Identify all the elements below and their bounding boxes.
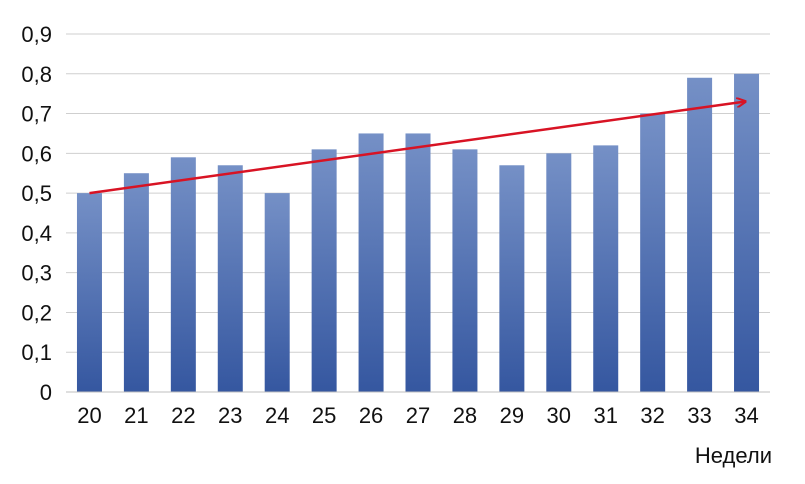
x-tick-label: 20 (77, 403, 101, 428)
y-tick-label: 0,8 (21, 62, 52, 87)
x-tick-label: 29 (500, 403, 524, 428)
bar-week-32 (640, 113, 666, 393)
x-tick-label: 27 (406, 403, 430, 428)
y-tick-label: 0,1 (21, 340, 52, 365)
y-tick-label: 0,4 (21, 221, 52, 246)
y-tick-label: 0 (40, 380, 52, 405)
y-tick-label: 0,6 (21, 141, 52, 166)
bar-week-29 (499, 165, 525, 392)
bar-week-21 (123, 173, 149, 392)
x-tick-label: 31 (593, 403, 617, 428)
y-tick-label: 0,5 (21, 181, 52, 206)
x-tick-label: 24 (265, 403, 289, 428)
x-axis-label: Недели (695, 443, 772, 468)
bar-week-24 (264, 193, 290, 392)
bars (76, 73, 760, 393)
bar-week-31 (593, 145, 619, 392)
y-tick-label: 0,7 (21, 102, 52, 127)
y-axis-ticks: 0 0,1 0,2 0,3 0,4 0,5 0,6 0,7 0,8 0,9 (21, 22, 52, 405)
x-tick-label: 23 (218, 403, 242, 428)
x-tick-label: 21 (124, 403, 148, 428)
x-tick-label: 30 (547, 403, 571, 428)
x-tick-label: 28 (453, 403, 477, 428)
y-tick-label: 0,3 (21, 261, 52, 286)
bar-week-22 (170, 157, 196, 392)
bar-week-27 (405, 133, 431, 392)
x-tick-label: 25 (312, 403, 336, 428)
y-tick-label: 0,2 (21, 300, 52, 325)
bar-week-26 (358, 133, 384, 392)
bar-week-33 (687, 77, 713, 392)
y-tick-label: 0,9 (21, 22, 52, 47)
bar-week-20 (76, 193, 102, 392)
x-tick-label: 33 (687, 403, 711, 428)
x-tick-label: 32 (640, 403, 664, 428)
bar-week-25 (311, 149, 337, 392)
bar-week-28 (452, 149, 478, 392)
x-axis-ticks: 20 21 22 23 24 25 26 27 28 29 30 31 32 33 34 (77, 403, 759, 428)
x-tick-label: 26 (359, 403, 383, 428)
trend-arrow (89, 102, 744, 195)
bar-week-34 (734, 73, 760, 393)
x-tick-label: 34 (734, 403, 758, 428)
bar-week-30 (546, 153, 572, 392)
x-tick-label: 22 (171, 403, 195, 428)
bar-week-23 (217, 165, 243, 392)
